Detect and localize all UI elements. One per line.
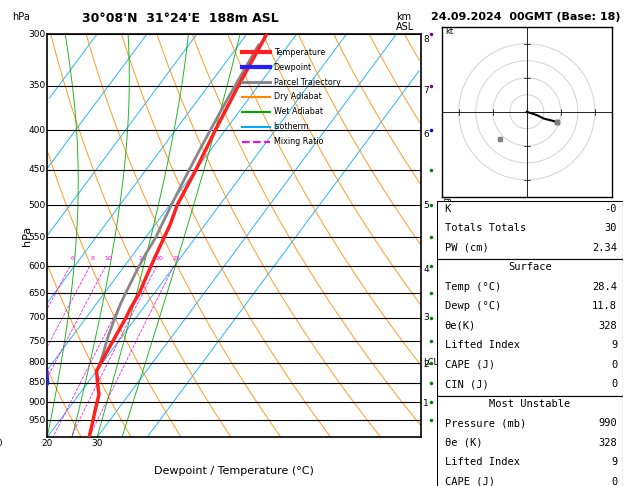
Text: 328: 328 <box>598 437 617 448</box>
Text: Dewpoint: Dewpoint <box>274 63 312 71</box>
Text: 10: 10 <box>104 256 113 260</box>
Text: 2.34: 2.34 <box>592 243 617 253</box>
Text: 750: 750 <box>28 336 45 346</box>
Text: CAPE (J): CAPE (J) <box>445 360 494 370</box>
Text: Dewpoint / Temperature (°C): Dewpoint / Temperature (°C) <box>154 466 314 476</box>
Text: 0: 0 <box>611 477 617 486</box>
Text: kt: kt <box>445 27 454 35</box>
Bar <box>437 396 623 486</box>
Text: 350: 350 <box>28 81 45 90</box>
Text: km: km <box>396 12 411 22</box>
Text: Surface: Surface <box>508 262 552 272</box>
Text: Most Unstable: Most Unstable <box>489 399 571 409</box>
Text: 0: 0 <box>611 379 617 389</box>
Text: 4: 4 <box>423 264 429 274</box>
Text: 650: 650 <box>28 289 45 297</box>
Text: 850: 850 <box>28 379 45 387</box>
Text: 990: 990 <box>598 418 617 428</box>
Text: 11.8: 11.8 <box>592 301 617 311</box>
Text: θe (K): θe (K) <box>445 437 482 448</box>
Text: Lifted Index: Lifted Index <box>445 457 520 467</box>
Text: 400: 400 <box>28 126 45 135</box>
Text: CAPE (J): CAPE (J) <box>445 477 494 486</box>
Text: 5: 5 <box>423 201 429 209</box>
Text: Isotherm: Isotherm <box>274 122 309 131</box>
Text: 20: 20 <box>155 256 164 260</box>
Text: ASL: ASL <box>396 22 415 32</box>
Text: 1: 1 <box>423 399 429 408</box>
Text: 950: 950 <box>28 416 45 425</box>
Text: Lifted Index: Lifted Index <box>445 340 520 350</box>
Text: Mixing Ratio (g/kg): Mixing Ratio (g/kg) <box>443 193 452 278</box>
Text: 600: 600 <box>28 262 45 271</box>
Text: 28.4: 28.4 <box>592 281 617 292</box>
Text: hPa: hPa <box>13 12 30 22</box>
Text: 9: 9 <box>611 457 617 467</box>
Text: Pressure (mb): Pressure (mb) <box>445 418 526 428</box>
Text: Mixing Ratio: Mixing Ratio <box>274 137 323 146</box>
Text: θe(K): θe(K) <box>445 321 476 330</box>
Text: 3: 3 <box>423 313 429 322</box>
Text: 500: 500 <box>28 201 45 209</box>
Text: hPa: hPa <box>21 226 31 246</box>
Text: 550: 550 <box>28 233 45 242</box>
Text: Temp (°C): Temp (°C) <box>445 281 501 292</box>
Text: 0: 0 <box>611 360 617 370</box>
Text: CIN (J): CIN (J) <box>445 379 488 389</box>
Text: 25: 25 <box>172 256 181 260</box>
Text: 450: 450 <box>28 165 45 174</box>
Text: 328: 328 <box>598 321 617 330</box>
Text: 7: 7 <box>423 86 429 95</box>
Text: Dewp (°C): Dewp (°C) <box>445 301 501 311</box>
Text: 900: 900 <box>28 398 45 407</box>
Text: 800: 800 <box>28 358 45 367</box>
Text: PW (cm): PW (cm) <box>445 243 488 253</box>
Text: LCL: LCL <box>423 358 438 367</box>
Text: 9: 9 <box>611 340 617 350</box>
Text: 30°08'N  31°24'E  188m ASL: 30°08'N 31°24'E 188m ASL <box>82 12 279 25</box>
Text: Wet Adiabat: Wet Adiabat <box>274 107 323 116</box>
Text: K: K <box>445 204 451 214</box>
Text: 2: 2 <box>423 360 429 369</box>
Text: 16: 16 <box>139 256 147 260</box>
Text: 8: 8 <box>91 256 95 260</box>
Text: 6: 6 <box>71 256 75 260</box>
Text: 700: 700 <box>28 313 45 322</box>
Bar <box>437 201 623 259</box>
Text: 300: 300 <box>28 30 45 38</box>
Text: 10: 10 <box>0 439 3 449</box>
Text: 20: 20 <box>42 439 53 449</box>
Text: Totals Totals: Totals Totals <box>445 223 526 233</box>
Text: 30: 30 <box>91 439 103 449</box>
Text: 30: 30 <box>604 223 617 233</box>
Text: 24.09.2024  00GMT (Base: 18): 24.09.2024 00GMT (Base: 18) <box>431 12 620 22</box>
Text: 8: 8 <box>423 35 429 44</box>
Text: Temperature: Temperature <box>274 48 325 57</box>
Text: -0: -0 <box>604 204 617 214</box>
Text: Parcel Trajectory: Parcel Trajectory <box>274 78 340 87</box>
Bar <box>437 259 623 396</box>
Text: 6: 6 <box>423 130 429 139</box>
Text: Dry Adiabat: Dry Adiabat <box>274 92 321 102</box>
